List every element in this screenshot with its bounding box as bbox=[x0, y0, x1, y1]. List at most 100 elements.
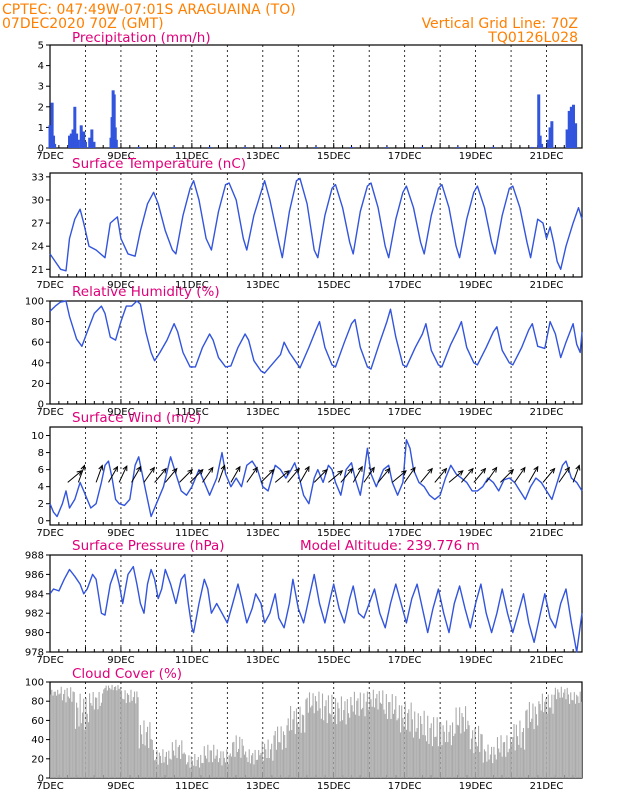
cloud-bar bbox=[450, 745, 452, 778]
wind-arrowhead bbox=[304, 465, 310, 472]
cloud-bar bbox=[494, 754, 496, 778]
cloud-bar bbox=[448, 731, 450, 778]
cloud-bar bbox=[417, 713, 419, 778]
cloud-bar bbox=[313, 713, 315, 778]
cloud-bar bbox=[463, 731, 465, 778]
cloud-bar bbox=[107, 685, 110, 778]
cloud-bar bbox=[479, 751, 481, 778]
wind-vector bbox=[514, 467, 526, 483]
wind-vector bbox=[558, 467, 570, 483]
cloud-bar bbox=[412, 737, 415, 778]
cloud-bar bbox=[492, 763, 494, 778]
x-tick-label: 15DEC bbox=[317, 781, 351, 792]
cloud-bar bbox=[203, 746, 205, 778]
cloud-bar bbox=[455, 707, 457, 778]
cloud-bar bbox=[185, 764, 188, 778]
cloud-bar bbox=[50, 694, 52, 778]
cloud-bar bbox=[521, 731, 523, 778]
cloud-bar bbox=[214, 758, 216, 778]
wind-vector bbox=[154, 468, 167, 483]
cloud-bar bbox=[420, 715, 422, 778]
cloud-bar bbox=[193, 765, 195, 778]
cloud-bar bbox=[473, 753, 475, 778]
cloud-cover-title: Cloud Cover (%) bbox=[72, 666, 182, 682]
cloud-bar bbox=[506, 735, 508, 778]
cloud-bar bbox=[569, 703, 571, 778]
wind-arrowhead bbox=[427, 467, 433, 474]
cloud-bar bbox=[149, 722, 151, 778]
cloud-bar bbox=[390, 718, 392, 778]
cloud-bar bbox=[187, 762, 189, 778]
cloud-bar bbox=[280, 726, 282, 778]
cloud-bar bbox=[242, 745, 244, 778]
cloud-bar bbox=[481, 734, 483, 778]
precip-bar bbox=[92, 141, 96, 148]
cloud-bar bbox=[324, 706, 326, 778]
precip-bar bbox=[112, 94, 116, 148]
precip-bar bbox=[82, 131, 86, 148]
x-tick-label: 21DEC bbox=[530, 781, 564, 792]
cloud-bar bbox=[474, 727, 476, 778]
precip-bar bbox=[385, 146, 389, 148]
cloud-bar bbox=[545, 698, 547, 778]
cloud-bar bbox=[360, 709, 363, 778]
x-tick-label: 21DEC bbox=[530, 280, 564, 291]
cloud-bar bbox=[513, 724, 515, 778]
x-tick-label: 13DEC bbox=[246, 781, 280, 792]
cloud-bar bbox=[526, 709, 528, 778]
cloud-bar bbox=[347, 713, 350, 778]
wind-arrowhead bbox=[508, 468, 515, 475]
y-tick-label: 6 bbox=[38, 465, 44, 476]
cloud-bar bbox=[275, 749, 277, 778]
cloud-bar bbox=[111, 684, 113, 778]
cloud-bar bbox=[311, 705, 313, 778]
cloud-bar bbox=[60, 686, 62, 778]
cloud-bar bbox=[70, 687, 72, 778]
panel-temperature: Surface Temperature (nC) 21 24 27 30 33 7DEC 9… bbox=[31, 156, 583, 291]
cloud-bar bbox=[434, 737, 436, 778]
wind-vector bbox=[500, 469, 514, 483]
wind-arrowhead bbox=[208, 466, 214, 473]
cloud-bar bbox=[253, 764, 255, 778]
cloud-bar bbox=[281, 749, 283, 778]
cloud-bar bbox=[323, 720, 325, 778]
cloud-bar bbox=[308, 692, 311, 778]
cloud-bar bbox=[574, 703, 577, 778]
cloud-bar bbox=[100, 702, 102, 778]
wind-vector bbox=[299, 466, 310, 483]
cloud-bar bbox=[310, 707, 312, 778]
y-tick-label: 20 bbox=[31, 379, 44, 390]
cloud-bar bbox=[84, 729, 86, 778]
cloud-bar bbox=[429, 727, 431, 778]
series-line bbox=[49, 177, 583, 272]
precip-bar bbox=[83, 141, 87, 148]
cloud-bar bbox=[300, 732, 302, 778]
cloud-bar bbox=[66, 688, 68, 778]
wind-arrowhead bbox=[197, 468, 204, 475]
cloud-bar bbox=[279, 742, 281, 778]
cloud-bar bbox=[528, 701, 530, 778]
cloud-bar bbox=[355, 714, 357, 778]
cloud-bar bbox=[487, 744, 489, 778]
cloud-bar bbox=[212, 762, 214, 778]
x-tick-label: 7DEC bbox=[36, 655, 63, 666]
cloud-bar bbox=[118, 688, 120, 778]
cloud-bar bbox=[362, 707, 364, 778]
cloud-bar bbox=[392, 713, 394, 778]
cloud-bar bbox=[423, 710, 425, 778]
precip-bar bbox=[540, 143, 544, 148]
cloud-bar bbox=[465, 706, 467, 778]
cloud-bar bbox=[564, 689, 566, 778]
cloud-bar bbox=[91, 705, 93, 778]
cloud-bar bbox=[172, 750, 175, 778]
cloud-bar bbox=[566, 687, 568, 778]
cloud-bar bbox=[292, 719, 294, 778]
cloud-bar bbox=[245, 751, 247, 778]
wind-vector bbox=[542, 468, 555, 483]
cloud-bar bbox=[171, 742, 173, 778]
wind-arrowhead bbox=[337, 470, 344, 476]
precip-bar bbox=[565, 129, 569, 148]
wind-arrowhead bbox=[457, 470, 464, 476]
x-tick-label: 7DEC bbox=[36, 407, 63, 418]
cloud-bar bbox=[274, 731, 276, 778]
